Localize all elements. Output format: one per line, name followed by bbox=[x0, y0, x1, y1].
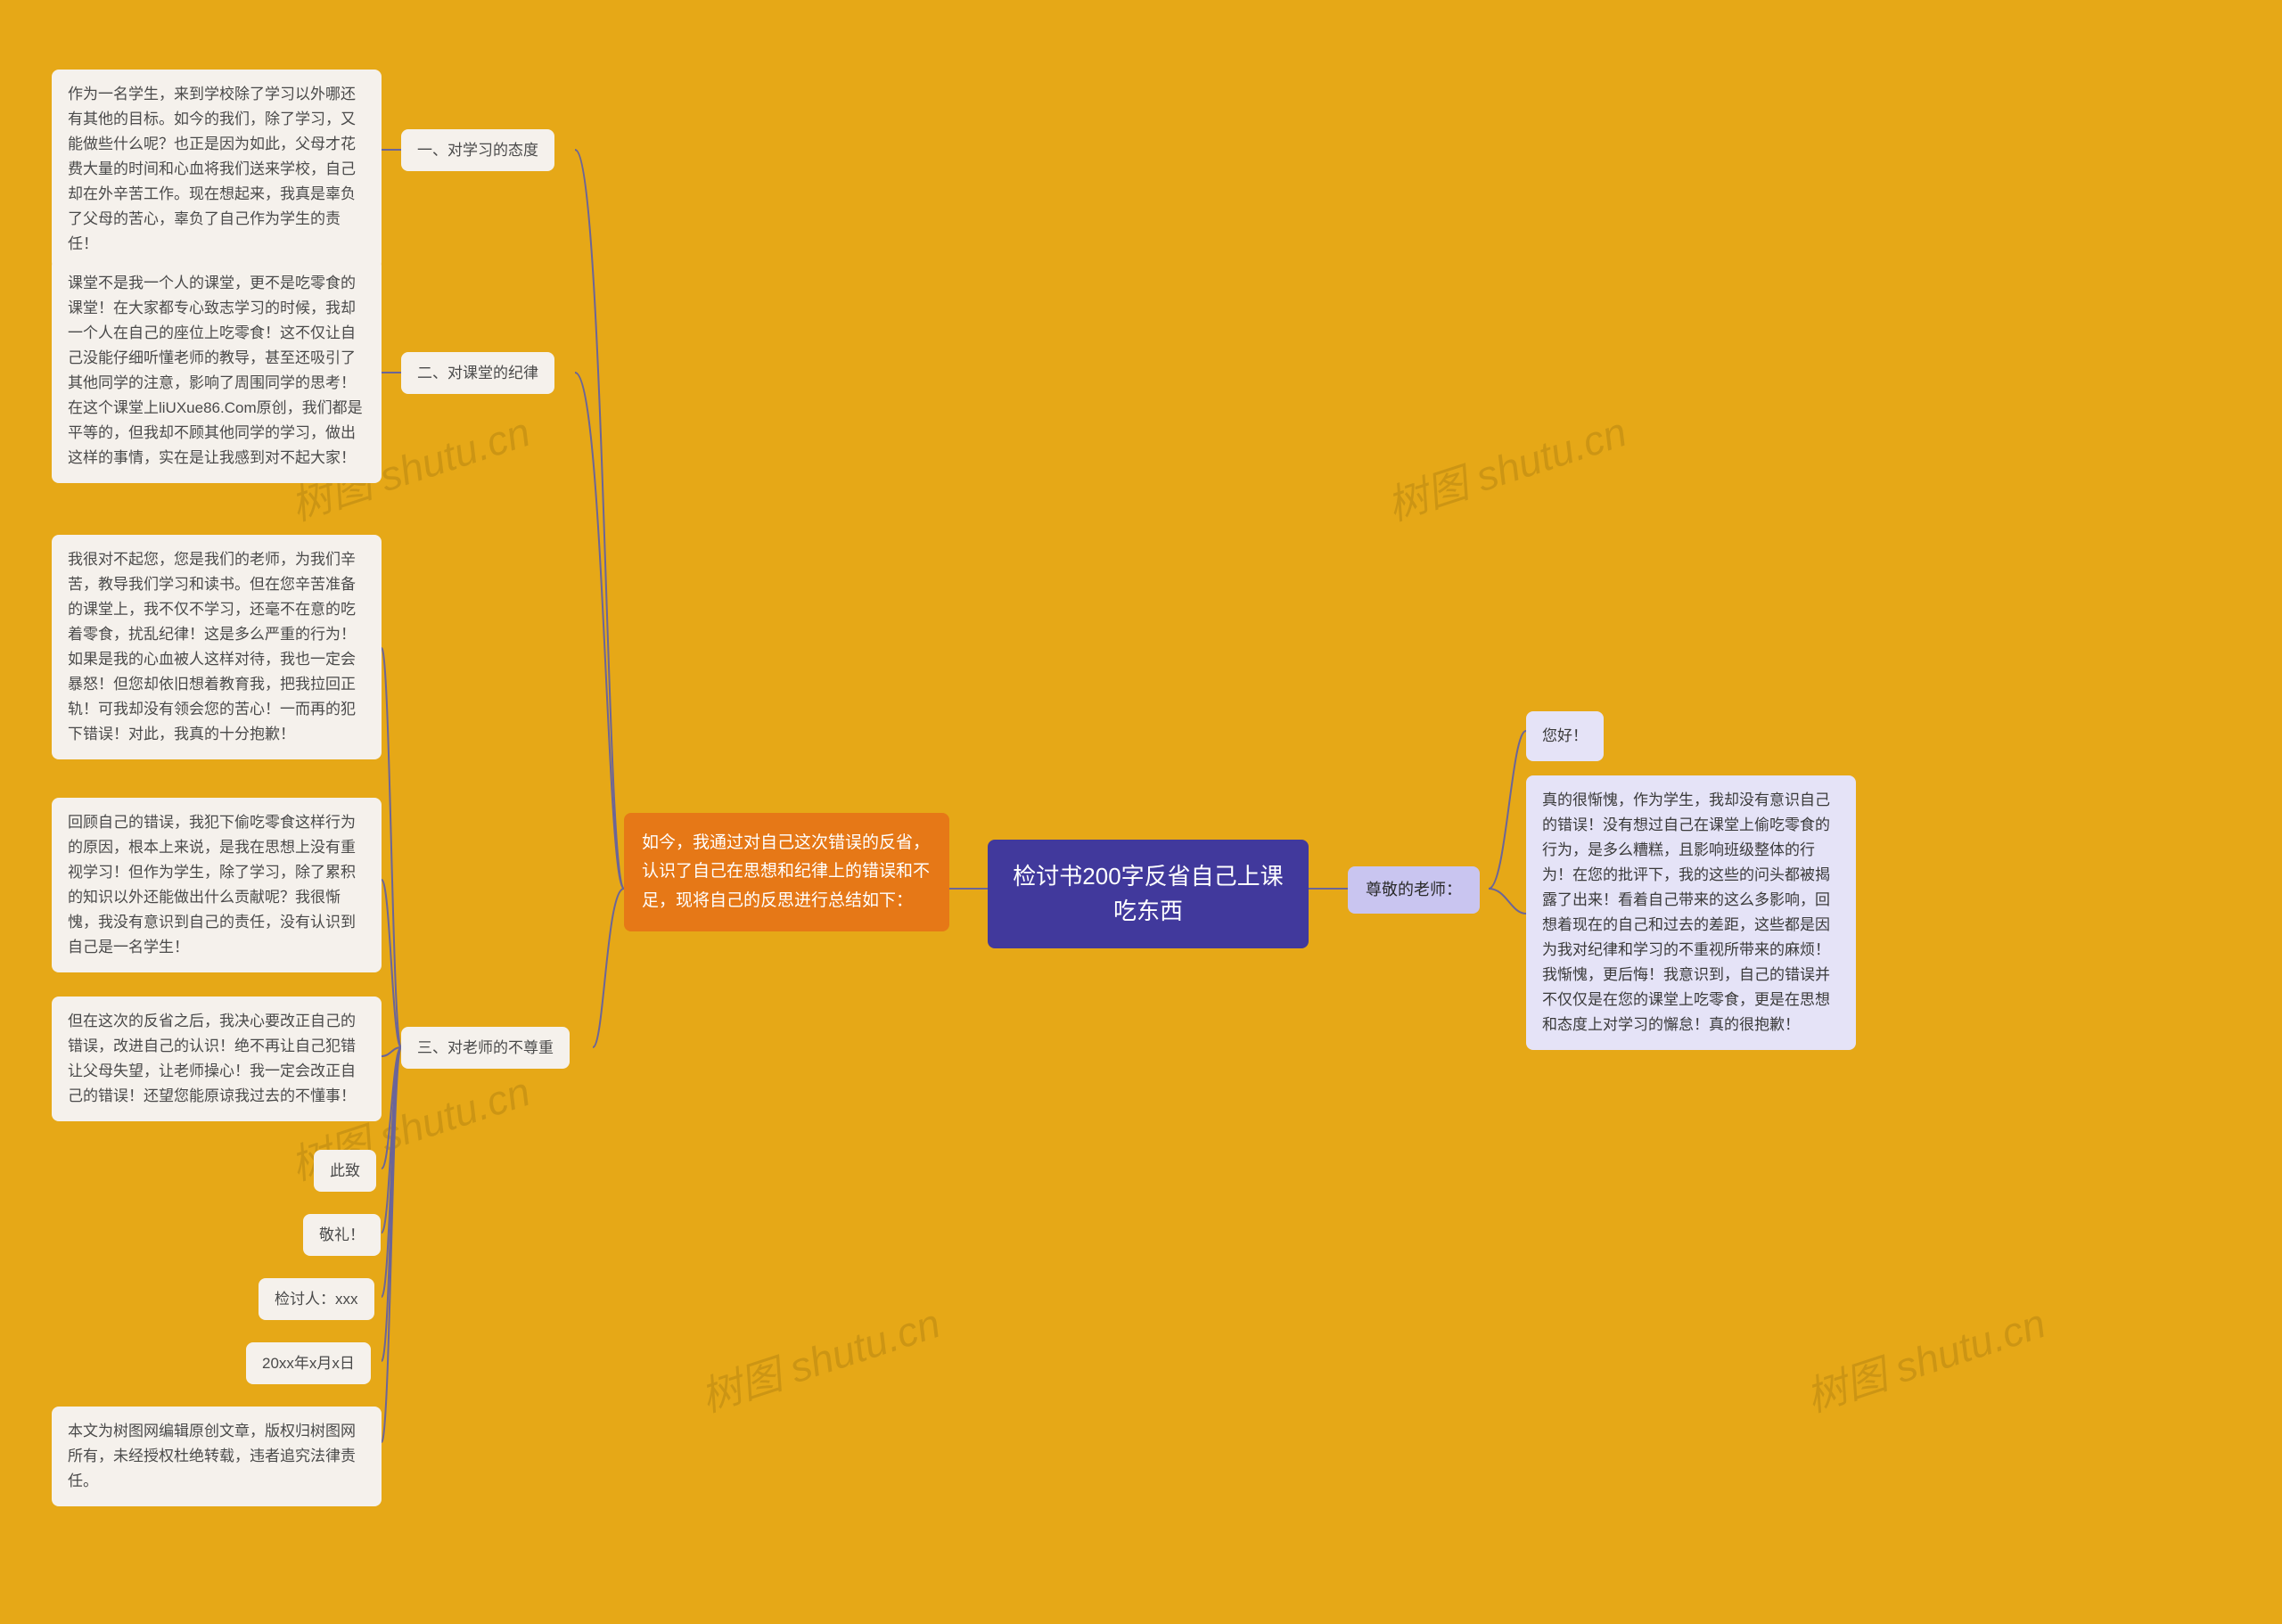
section-3-leaf-1[interactable]: 回顾自己的错误，我犯下偷吃零食这样行为的原因，根本上来说，是我在思想上没有重视学… bbox=[52, 798, 382, 972]
watermark: 树图 shutu.cn bbox=[1379, 400, 1633, 533]
section-3-leaf-5[interactable]: 检讨人：xxx bbox=[259, 1278, 374, 1320]
section-3-leaf-6[interactable]: 20xx年x月x日 bbox=[246, 1342, 371, 1384]
watermark: 树图 shutu.cn bbox=[693, 1292, 947, 1424]
section-1-leaf[interactable]: 作为一名学生，来到学校除了学习以外哪还有其他的目标。如今的我们，除了学习，又能做… bbox=[52, 70, 382, 269]
right-leaf-hello[interactable]: 您好！ bbox=[1526, 711, 1604, 761]
root-node[interactable]: 检讨书200字反省自己上课吃东西 bbox=[988, 840, 1309, 948]
section-3-leaf-0[interactable]: 我很对不起您，您是我们的老师，为我们辛苦，教导我们学习和读书。但在您辛苦准备的课… bbox=[52, 535, 382, 759]
section-2-label[interactable]: 二、对课堂的纪律 bbox=[401, 352, 554, 394]
section-3-leaf-4[interactable]: 敬礼！ bbox=[303, 1214, 381, 1256]
right-leaf-body[interactable]: 真的很惭愧，作为学生，我却没有意识自己的错误！没有想过自己在课堂上偷吃零食的行为… bbox=[1526, 775, 1856, 1050]
section-3-leaf-7[interactable]: 本文为树图网编辑原创文章，版权归树图网所有，未经授权杜绝转载，违者追究法律责任。 bbox=[52, 1407, 382, 1506]
watermark: 树图 shutu.cn bbox=[1798, 1292, 2052, 1424]
section-2-leaf[interactable]: 课堂不是我一个人的课堂，更不是吃零食的课堂！在大家都专心致志学习的时候，我却一个… bbox=[52, 258, 382, 483]
section-3-leaf-3[interactable]: 此致 bbox=[314, 1150, 376, 1192]
section-1-label[interactable]: 一、对学习的态度 bbox=[401, 129, 554, 171]
section-3-leaf-2[interactable]: 但在这次的反省之后，我决心要改正自己的错误，改进自己的认识！绝不再让自己犯错让父… bbox=[52, 997, 382, 1121]
branch-summary[interactable]: 如今，我通过对自己这次错误的反省，认识了自己在思想和纪律上的错误和不足，现将自己… bbox=[624, 813, 949, 931]
section-3-label[interactable]: 三、对老师的不尊重 bbox=[401, 1027, 570, 1069]
mindmap-canvas: 树图 shutu.cn 树图 shutu.cn 树图 shutu.cn 树图 s… bbox=[0, 0, 2282, 1624]
branch-teacher[interactable]: 尊敬的老师： bbox=[1348, 866, 1480, 914]
